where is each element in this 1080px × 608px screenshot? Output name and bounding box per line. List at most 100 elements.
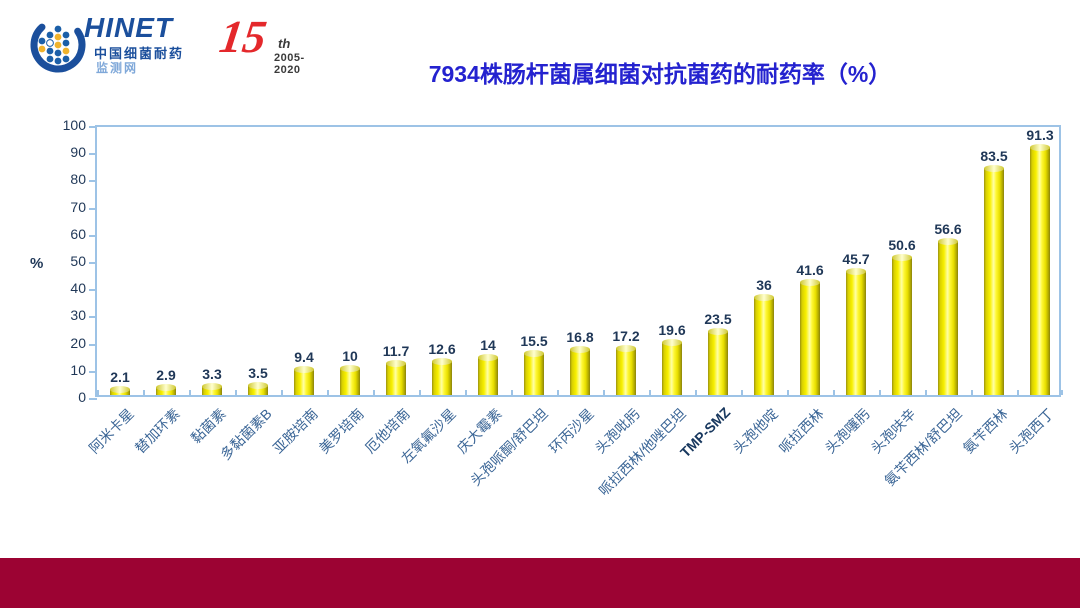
bar-value-label: 19.6 [658,321,686,338]
bar-value-label: 14 [480,336,496,353]
y-tick [89,289,97,292]
y-axis-title: % [30,255,44,272]
bar-阿米卡星 [110,386,130,395]
bar-哌拉西林 [800,278,820,395]
x-tick [557,390,559,395]
y-tick-label: 100 [62,117,86,133]
bar-value-label: 50.6 [888,237,916,254]
x-tick [603,390,605,395]
bar-头孢哌酮/舒巴坦 [524,349,544,395]
x-tick [925,390,927,395]
y-tick-label: 90 [70,144,86,161]
x-tick [419,390,421,395]
x-tick [143,390,145,395]
bar-亚胺培南 [294,366,314,395]
bar-value-label: 91.3 [1026,126,1054,143]
bar-头孢他啶 [754,294,774,395]
bar-value-label: 16.8 [566,329,594,346]
bar-value-label: 12.6 [428,340,456,357]
bar-value-label: 17.2 [612,328,640,345]
bar-value-label: 3.5 [248,365,268,382]
y-tick [89,180,97,183]
page-title: 7934株肠杆菌属细菌对抗菌药的耐药率（%） [428,61,892,87]
y-tick [89,153,97,156]
y-tick-label: 10 [70,361,86,378]
bar-头孢吡肟 [616,345,636,395]
y-tick-label: 70 [70,198,86,215]
bar-value-label: 45.7 [842,250,870,267]
bar-value-label: 15.5 [520,332,548,349]
brand-cn-line2: 监测网 [96,61,139,75]
x-tick [971,390,973,395]
x-tick [281,390,283,395]
bar-环丙沙星 [570,346,590,395]
x-tick [879,390,881,395]
bar-黏菌素 [202,383,222,395]
bar-左氧氟沙星 [432,357,452,395]
bar-value-label: 2.9 [156,367,176,384]
bar-value-label: 23.5 [704,311,732,328]
y-tick-label: 50 [70,253,86,269]
bar-庆大霉素 [478,353,498,395]
y-tick [89,234,97,237]
x-tick [741,390,743,395]
bar-多黏菌素B [248,382,268,395]
bar-value-label: 3.3 [202,366,222,383]
anniversary-years: 2005-2020 [274,52,305,76]
bar-头孢西丁 [1030,143,1050,395]
x-tick [1017,390,1019,395]
x-tick [373,390,375,395]
bar-value-label: 2.1 [110,369,130,386]
bar-value-label: 10 [342,347,358,364]
x-tick [649,390,651,395]
bar-头孢呋辛 [892,254,912,395]
y-axis-labels: 0 10 20 30 40 50 60 70 80 90 100 [0,117,86,405]
x-tick [787,390,789,395]
x-tick [1061,390,1063,395]
brand-cn-line1: 中国细菌耐药 [94,46,185,61]
brand-text: HINET [84,12,173,43]
y-tick [89,126,97,128]
y-tick [89,370,97,373]
bar-value-label: 36 [756,277,772,294]
x-tick [695,390,697,395]
x-tick [465,390,467,395]
x-axis-labels: 阿米卡星 替加环素 黏菌素 多黏菌素B 亚胺培南 美罗培南 厄他培南 左氧氟沙星 庆大霉素 头孢哌… [86,397,1061,567]
x-tick [511,390,513,395]
bar-value-label: 83.5 [980,147,1008,164]
x-tick [327,390,329,395]
plot-area: 2.1 2.9 3.3 3.5 9.4 10 11.7 12.6 14 15.5 16.8 17.2 1… [89,125,1063,400]
bar-value-label: 56.6 [934,221,962,238]
bar-头孢噻肟 [846,267,866,395]
anniversary-logo: 15 th 2005-2020 [216,11,330,78]
x-tick [97,390,99,395]
x-tick [833,390,835,395]
bar-value-label: 9.4 [294,349,314,366]
y-tick-label: 0 [78,389,86,405]
anniversary-suffix: th [278,36,291,51]
bar-厄他培南 [386,360,406,395]
x-tick [235,390,237,395]
bar-value-label: 41.6 [796,261,824,278]
y-tick [89,207,97,210]
y-tick [89,316,97,319]
chinet-logo: HINET 中国细菌耐药 监测网 15 th 2005-2020 [28,10,328,80]
bar-氨苄西林 [984,164,1004,395]
y-tick [89,398,97,400]
footer-band [0,558,1080,608]
bar-替加环素 [156,384,176,395]
bar-哌拉西林/他唑巴坦 [662,338,682,395]
y-tick [89,262,97,264]
y-tick-label: 80 [70,171,86,188]
y-tick-label: 30 [70,307,86,324]
bar-美罗培南 [340,364,360,395]
bar-氨苄西林/舒巴坦 [938,238,958,395]
anniversary-number: 15 [216,11,270,62]
y-tick-label: 60 [70,225,86,242]
bar-TMP-SMZ [708,328,728,395]
y-tick-label: 40 [70,280,86,297]
x-tick [189,390,191,395]
y-tick-label: 20 [70,334,86,351]
bar-value-label: 11.7 [382,343,410,360]
